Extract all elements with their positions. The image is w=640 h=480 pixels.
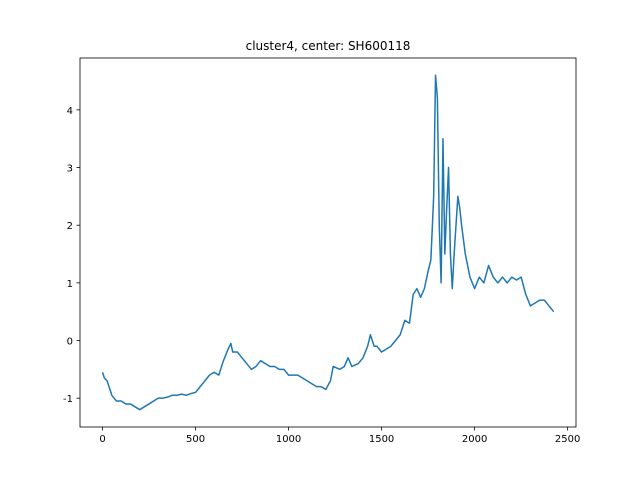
data-line	[101, 74, 555, 411]
y-tick-label: 0	[67, 337, 73, 348]
chart-title: cluster4, center: SH600118	[246, 39, 411, 53]
y-tick-label: 2	[67, 221, 73, 232]
x-tick-label: 0	[99, 434, 105, 445]
x-tick-label: 1500	[369, 434, 394, 445]
y-tick-label: 1	[67, 279, 73, 290]
x-tick-label: 2000	[462, 434, 487, 445]
plot-frame	[79, 57, 577, 428]
y-tick-label: 3	[67, 164, 73, 175]
x-tick-label: 1000	[276, 434, 301, 445]
y-tick-label: 4	[67, 106, 73, 117]
x-tick-label: 500	[186, 434, 205, 445]
y-tick-label: -1	[63, 394, 73, 405]
x-tick-label: 2500	[555, 434, 580, 445]
